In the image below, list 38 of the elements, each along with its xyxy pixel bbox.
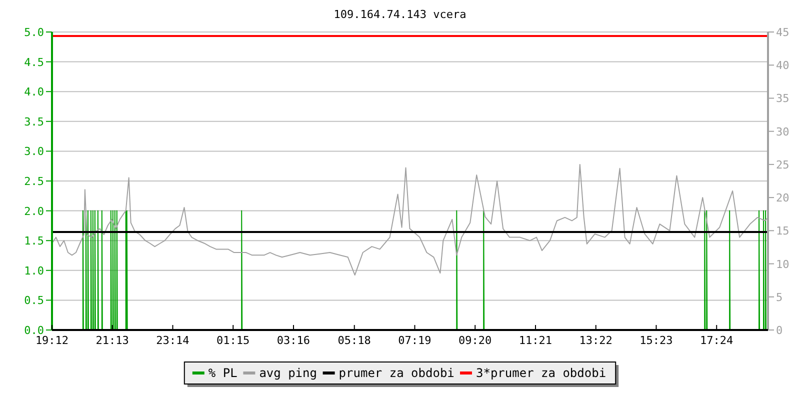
x-tick-label: 09:20 — [458, 334, 492, 347]
y-tick-label: 1.5 — [24, 234, 44, 248]
x-tick-label: 17:24 — [700, 334, 734, 347]
y2-tick-label: 30 — [776, 125, 790, 138]
y-tick-label: 3.0 — [24, 145, 44, 158]
x-tick-label: 19:12 — [35, 334, 69, 347]
legend-label: avg ping — [259, 366, 317, 380]
y2-tick-label: 15 — [776, 224, 790, 238]
x-tick-label: 03:16 — [276, 334, 310, 347]
legend-label: prumer za obdobi — [338, 366, 454, 380]
x-tick-label: 23:14 — [156, 334, 190, 347]
y-tick-label: 0.0 — [24, 324, 44, 337]
x-tick-label: 21:13 — [96, 334, 129, 347]
chart-title: 109.164.74.143 vcera — [334, 8, 466, 21]
y-tick-label: 5.0 — [24, 26, 44, 39]
y2-tick-label: 40 — [776, 59, 790, 72]
y-tick-label: 1.0 — [24, 264, 44, 278]
x-tick-label: 01:15 — [216, 334, 250, 347]
legend-label: % PL — [208, 366, 238, 380]
y2-tick-label: 45 — [776, 26, 790, 39]
x-tick-label: 13:22 — [579, 334, 612, 347]
y2-tick-label: 35 — [776, 92, 790, 106]
y-tick-label: 4.5 — [24, 56, 44, 69]
x-tick-label: 07:19 — [398, 334, 432, 347]
legend-label: 3*prumer za obdobi — [476, 366, 606, 380]
y-tick-label: 3.5 — [24, 115, 44, 128]
x-tick-label: 11:21 — [518, 334, 552, 347]
y2-tick-label: 25 — [776, 158, 790, 172]
y-tick-label: 2.0 — [24, 204, 44, 218]
y-tick-label: 0.5 — [24, 294, 44, 308]
y-tick-label: 4.0 — [24, 86, 44, 99]
x-tick-label: 05:18 — [338, 334, 371, 347]
y2-tick-label: 5 — [776, 290, 783, 304]
y-tick-label: 2.5 — [24, 175, 44, 188]
y2-tick-label: 20 — [776, 192, 790, 205]
y2-tick-label: 0 — [776, 324, 783, 337]
y2-tick-label: 10 — [776, 258, 790, 271]
x-tick-label: 15:23 — [640, 334, 673, 347]
